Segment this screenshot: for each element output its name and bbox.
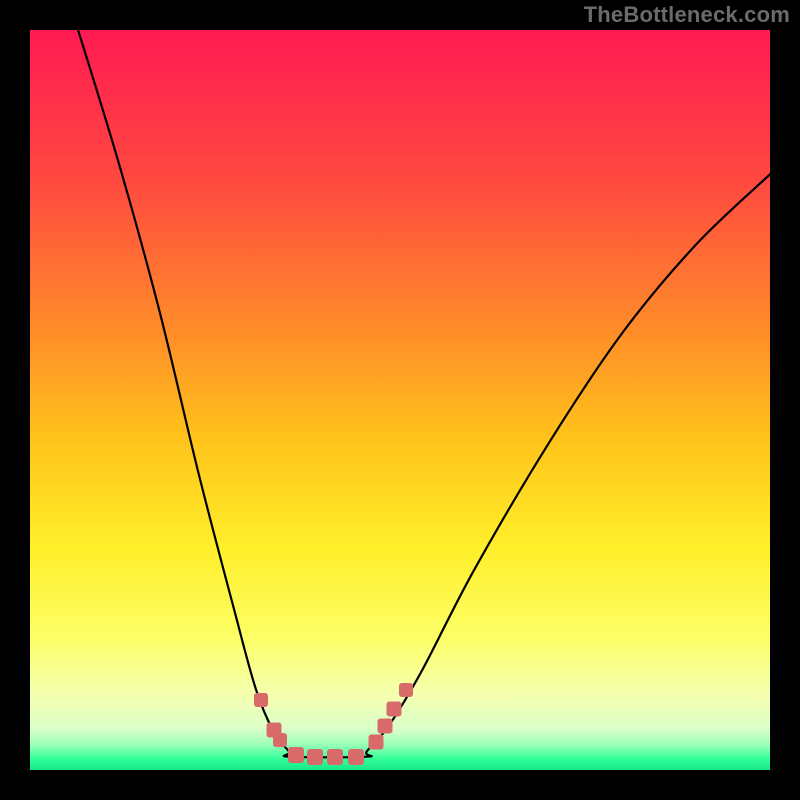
chart-frame: TheBottleneck.com: [0, 0, 800, 800]
data-marker: [348, 749, 364, 765]
markers-layer: [30, 30, 770, 770]
data-marker: [307, 749, 323, 765]
data-marker: [288, 747, 304, 763]
watermark-text: TheBottleneck.com: [584, 2, 790, 28]
data-marker: [273, 733, 287, 747]
data-marker: [327, 749, 343, 765]
data-marker: [254, 693, 268, 707]
data-marker: [399, 683, 413, 697]
data-marker: [378, 718, 393, 733]
plot-area: [30, 30, 770, 770]
data-marker: [369, 734, 384, 749]
data-marker: [387, 702, 402, 717]
